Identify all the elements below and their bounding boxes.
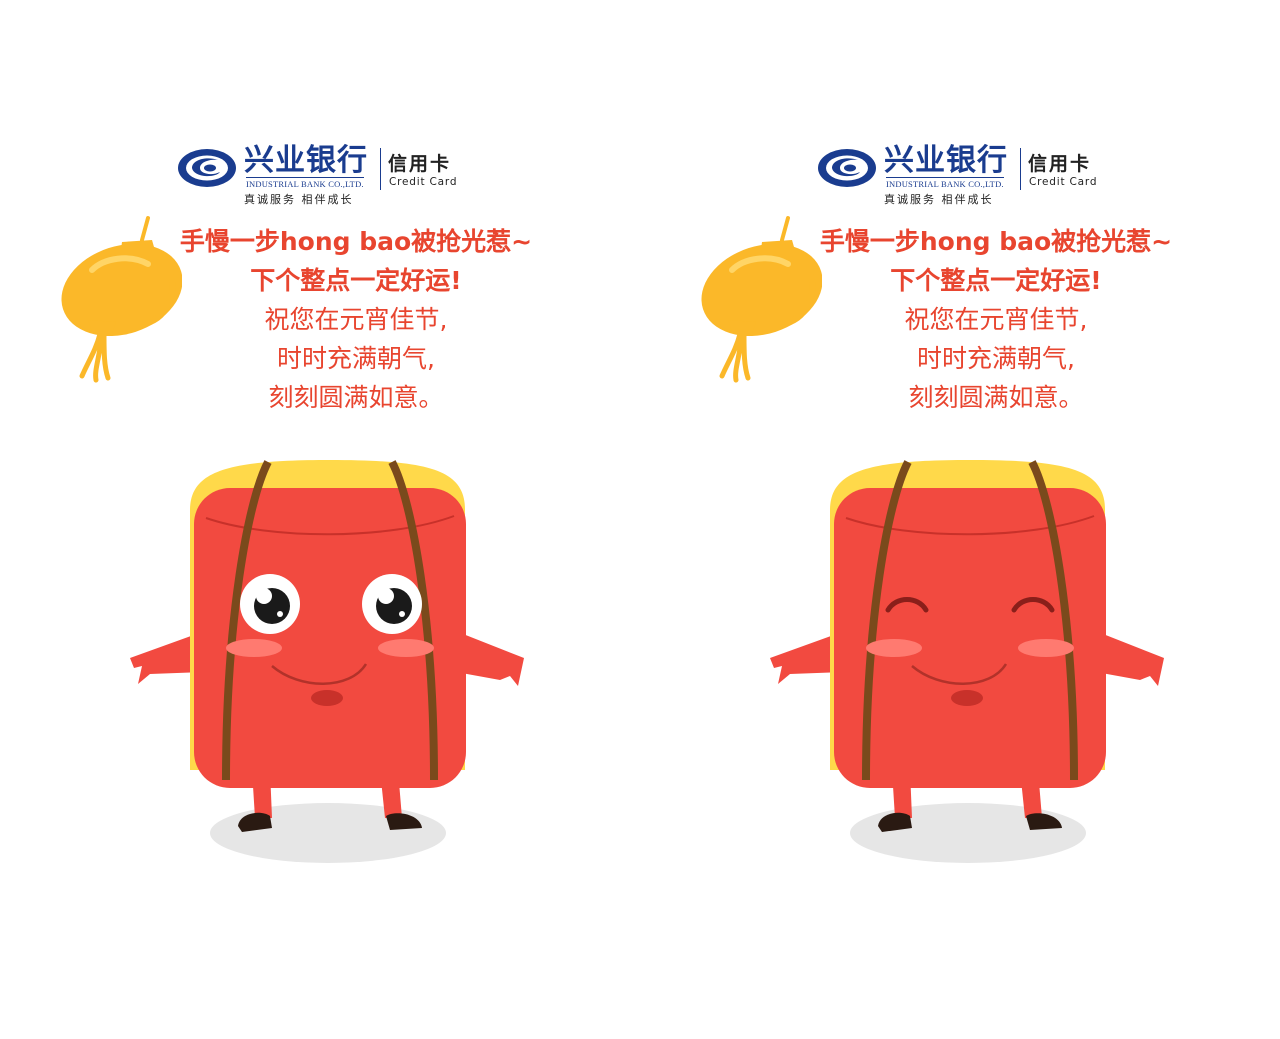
industrial-bank-logo-icon: [818, 149, 876, 187]
lantern-icon: [701, 216, 822, 383]
industrial-bank-logo-icon: [178, 149, 236, 187]
left-eye-icon: [240, 574, 300, 634]
product-name-cn: 信用卡: [1028, 153, 1092, 175]
greeting-message: 手慢一步hong bao被抢光惹~ 下个整点一定好运! 祝您在元宵佳节, 时时充…: [790, 222, 1202, 417]
bank-logo: 兴业银行 INDUSTRIAL BANK CO.,LTD. 信用卡 Credit…: [176, 140, 466, 210]
bank-name-cn: 兴业银行: [244, 143, 368, 178]
bank-slogan: 真诚服务 相伴成长: [244, 193, 354, 206]
red-envelope-mascot-surprised: [130, 460, 524, 863]
greeting-message: 手慢一步hong bao被抢光惹~ 下个整点一定好运! 祝您在元宵佳节, 时时充…: [150, 222, 562, 417]
greeting-line-2: 下个整点一定好运!: [250, 266, 462, 295]
bank-logo: 兴业银行 INDUSTRIAL BANK CO.,LTD. 信用卡 Credit…: [816, 140, 1106, 210]
logo-divider: [380, 148, 381, 190]
red-envelope-mascot-smiling: [770, 460, 1164, 863]
right-eye-icon: [1011, 597, 1055, 613]
greeting-line-5: 刻刻圆满如意。: [908, 383, 1084, 412]
greeting-line-3: 祝您在元宵佳节,: [904, 305, 1088, 334]
panel-left: 兴业银行 INDUSTRIAL BANK CO.,LTD. 信用卡 Credit…: [61, 140, 562, 863]
bank-slogan: 真诚服务 相伴成长: [884, 193, 994, 206]
greeting-line-2: 下个整点一定好运!: [890, 266, 1102, 295]
bank-name-en: INDUSTRIAL BANK CO.,LTD.: [886, 177, 1004, 189]
product-name-en: Credit Card: [1029, 176, 1098, 188]
right-eye-icon: [362, 574, 422, 634]
greeting-line-1: 手慢一步hong bao被抢光惹~: [819, 227, 1173, 256]
bank-name-cn: 兴业银行: [884, 143, 1008, 178]
panel-right: 兴业银行 INDUSTRIAL BANK CO.,LTD. 信用卡 Credit…: [640, 0, 1280, 1039]
product-name-en: Credit Card: [389, 176, 458, 188]
left-eye-icon: [885, 597, 929, 613]
greeting-line-4: 时时充满朝气,: [917, 344, 1075, 373]
greeting-line-1: 手慢一步hong bao被抢光惹~: [179, 227, 533, 256]
lantern-icon: [61, 216, 182, 383]
greeting-line-5: 刻刻圆满如意。: [268, 383, 444, 412]
greeting-line-4: 时时充满朝气,: [277, 344, 435, 373]
logo-divider: [1020, 148, 1021, 190]
bank-name-en: INDUSTRIAL BANK CO.,LTD.: [246, 177, 364, 189]
product-name-cn: 信用卡: [388, 153, 452, 175]
greeting-line-3: 祝您在元宵佳节,: [264, 305, 448, 334]
